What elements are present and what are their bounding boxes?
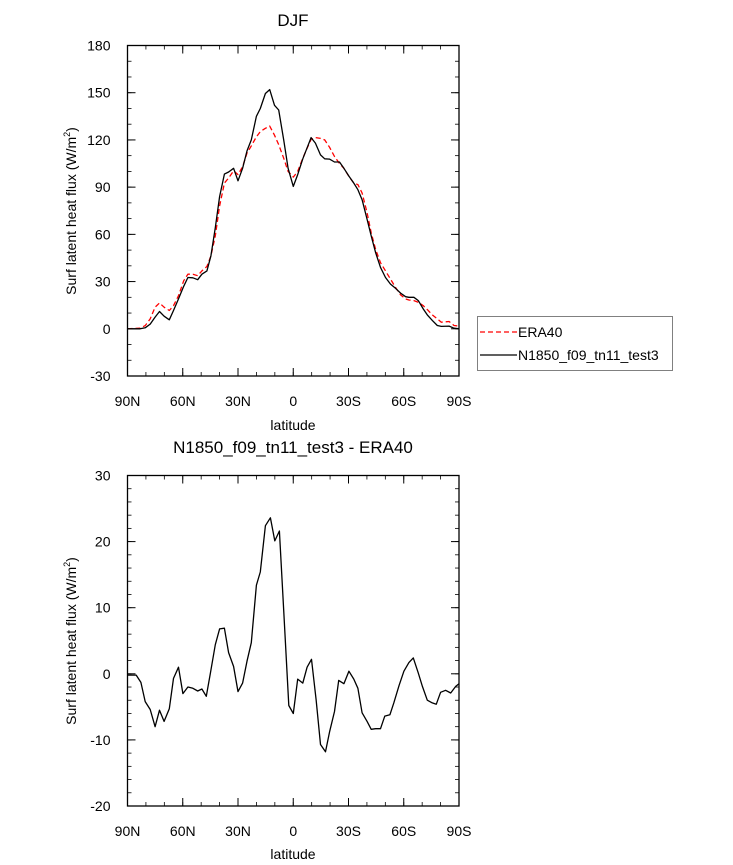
legend: ERA40 N1850_f09_tn11_test3	[477, 316, 673, 371]
y-tick-label: -10	[90, 732, 110, 748]
x-tick-label: 30N	[225, 393, 251, 409]
x-tick-label: 90S	[447, 393, 472, 409]
y-tick-label: 150	[87, 85, 111, 101]
chart-title: DJF	[277, 11, 308, 30]
y-tick-label: 10	[95, 600, 111, 616]
y-tick-label: 0	[103, 321, 111, 337]
y-axis-label-close: )	[63, 557, 79, 562]
x-tick-label: 60N	[170, 823, 196, 839]
plot-frame	[126, 474, 460, 807]
y-tick-label: 120	[87, 132, 111, 148]
y-tick-label: 30	[95, 468, 111, 484]
y-tick-label: 90	[95, 179, 111, 195]
x-axis-label: latitude	[270, 846, 315, 862]
y-axis-label-sup: 2	[62, 132, 72, 137]
y-axis-label: Surf latent heat flux (W/m2)	[62, 557, 79, 725]
legend-box	[477, 316, 673, 371]
plot-frame	[126, 44, 460, 377]
y-tick-label: -30	[90, 368, 110, 384]
x-tick-label: 30N	[225, 823, 251, 839]
legend-label-era40: ERA40	[518, 324, 563, 340]
panel-difference: N1850_f09_tn11_test3 - ERA40 latitude Su…	[62, 438, 471, 862]
x-tick-label: 30S	[336, 393, 361, 409]
x-tick-label: 90N	[115, 823, 141, 839]
x-tick-label: 30S	[336, 823, 361, 839]
y-axis-label-text: Surf latent heat flux (W/m	[63, 137, 79, 295]
x-tick-label: 90N	[115, 393, 141, 409]
series-line-difference	[127, 517, 460, 753]
y-axis-label-close: )	[63, 127, 79, 132]
series-line-n1850-f09-tn11-test3	[127, 88, 460, 330]
x-tick-label: 0	[289, 393, 297, 409]
y-tick-label: 0	[103, 666, 111, 682]
y-tick-label: -20	[90, 798, 110, 814]
x-axis-label: latitude	[270, 417, 315, 433]
series-line-era40	[127, 125, 460, 330]
chart-title: N1850_f09_tn11_test3 - ERA40	[173, 438, 413, 457]
x-tick-label: 60S	[391, 823, 416, 839]
x-tick-label: 60S	[391, 393, 416, 409]
y-tick-label: 60	[95, 226, 111, 242]
y-axis-label-text: Surf latent heat flux (W/m	[63, 567, 79, 725]
y-tick-label: 20	[95, 534, 111, 550]
x-tick-label: 0	[289, 823, 297, 839]
y-axis-label: Surf latent heat flux (W/m2)	[62, 127, 79, 295]
y-axis-label-sup: 2	[62, 562, 72, 567]
y-tick-label: 30	[95, 274, 111, 290]
panel-djf: DJF latitude Surf latent heat flux (W/m2…	[62, 11, 471, 433]
y-tick-label: 180	[87, 38, 111, 54]
x-tick-label: 60N	[170, 393, 196, 409]
legend-label-model: N1850_f09_tn11_test3	[518, 347, 659, 363]
x-tick-label: 90S	[447, 823, 472, 839]
